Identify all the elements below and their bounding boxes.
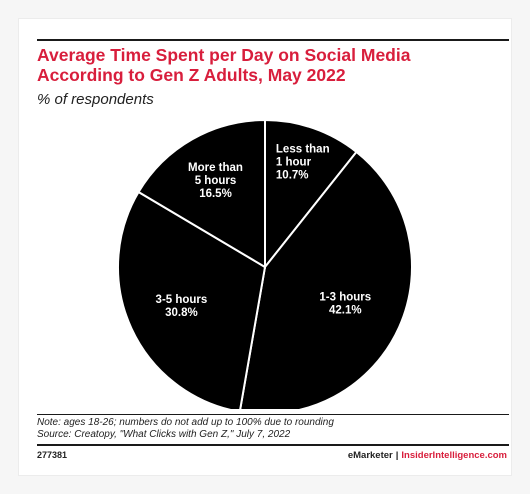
chart-title-line-1: Average Time Spent per Day on Social Med… — [37, 45, 411, 65]
note-rule — [37, 414, 509, 415]
slice-value-1: 42.1% — [329, 305, 362, 317]
note-text: Note: ages 18-26; numbers do not add up … — [37, 417, 334, 428]
slice-label-2-line-0: 3-5 hours — [156, 294, 208, 306]
brand-separator: | — [395, 450, 399, 461]
chart-card: Average Time Spent per Day on Social Med… — [18, 18, 512, 476]
pie-slice-1 — [239, 150, 413, 409]
chart-title-line-2: According to Gen Z Adults, May 2022 — [37, 65, 346, 85]
slice-value-2: 30.8% — [165, 307, 198, 319]
brand-insider-intelligence: InsiderIntelligence.com — [401, 450, 507, 461]
slice-label-0-line-0: Less than — [276, 143, 330, 155]
pie-slice-3 — [137, 118, 266, 269]
brand: eMarketer | InsiderIntelligence.com — [348, 450, 507, 461]
slice-value-0: 10.7% — [276, 169, 309, 181]
source-text: Source: Creatopy, "What Clicks with Gen … — [37, 429, 291, 440]
pie-slice-0 — [264, 118, 358, 270]
slice-label-3-line-0: More than — [188, 162, 243, 174]
slice-label-0-line-1: 1 hour — [276, 156, 312, 168]
slice-value-3: 16.5% — [199, 188, 232, 200]
bottom-rule — [37, 444, 509, 446]
brand-emarketer: eMarketer — [347, 450, 393, 461]
chart-id: 277381 — [37, 450, 68, 460]
slice-label-3-line-1: 5 hours — [195, 175, 237, 187]
notes: Note: ages 18-26; numbers do not add up … — [37, 417, 509, 441]
chart-title: Average Time Spent per Day on Social Med… — [37, 45, 509, 85]
chart-subtitle: % of respondents — [37, 91, 154, 108]
top-rule — [37, 39, 509, 41]
slice-label-1-line-0: 1-3 hours — [319, 292, 371, 304]
